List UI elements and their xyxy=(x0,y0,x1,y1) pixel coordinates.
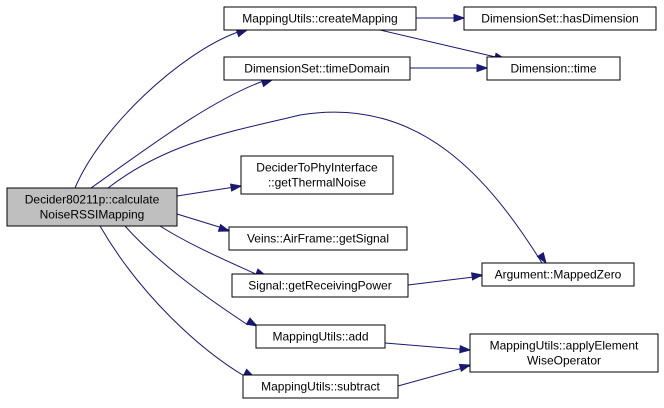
node-label: MappingUtils::add xyxy=(272,330,368,344)
node-label: Dimension::time xyxy=(510,62,596,76)
node-label: Argument::MappedZero xyxy=(495,268,622,282)
edge-create_mapping-to-has_dimension xyxy=(416,13,466,23)
node-box xyxy=(240,155,394,195)
arrowhead-icon xyxy=(245,317,259,327)
edge-line xyxy=(176,185,242,197)
arrowhead-icon xyxy=(459,344,472,354)
node-box xyxy=(228,226,408,251)
arrowhead-icon xyxy=(260,79,274,88)
edge-line xyxy=(159,225,259,276)
arrowhead-icon xyxy=(536,251,547,265)
node-box xyxy=(255,324,386,349)
edge-line xyxy=(107,111,543,264)
node-box xyxy=(231,273,409,298)
node-box xyxy=(242,374,399,399)
edge-line xyxy=(74,31,239,189)
node-box xyxy=(6,187,178,227)
edge-create_mapping-to-dim_time xyxy=(379,29,507,61)
node-mu-add[interactable]: MappingUtils::add xyxy=(255,324,386,349)
node-get-signal[interactable]: Veins::AirFrame::getSignal xyxy=(228,226,408,251)
node-box xyxy=(463,6,657,31)
node-box xyxy=(481,262,635,287)
edges-layer xyxy=(74,13,547,387)
edge-line xyxy=(407,275,483,286)
edge-root-to-thermal_noise xyxy=(176,183,243,197)
edge-line xyxy=(90,79,267,189)
node-label: WiseOperator xyxy=(527,354,601,368)
node-label: DimensionSet::hasDimension xyxy=(481,12,638,26)
node-thermal-noise[interactable]: DeciderToPhyInterface::getThermalNoise xyxy=(240,155,394,195)
edge-root-to-get_signal xyxy=(176,213,231,232)
node-create-mapping[interactable]: MappingUtils::createMapping xyxy=(223,6,417,31)
edge-root-to-mu_add xyxy=(124,225,259,327)
node-mapped-zero[interactable]: Argument::MappedZero xyxy=(481,262,635,287)
arrowhead-icon xyxy=(476,63,489,73)
edge-mu_add-to-apply_op xyxy=(384,342,472,354)
edge-time_domain-to-dim_time xyxy=(410,63,489,73)
edge-mu_subtract-to-apply_op xyxy=(397,363,472,387)
node-box xyxy=(223,56,411,81)
node-box xyxy=(223,6,417,31)
node-has-dimension[interactable]: DimensionSet::hasDimension xyxy=(463,6,657,31)
node-label: DeciderToPhyInterface xyxy=(256,161,378,175)
node-label: MappingUtils::applyElement xyxy=(490,339,639,353)
edge-line xyxy=(397,365,471,387)
node-receiving-power[interactable]: Signal::getReceivingPower xyxy=(231,273,409,298)
edge-line xyxy=(124,225,249,326)
node-box xyxy=(469,333,659,373)
node-box xyxy=(486,56,621,81)
edge-root-to-mapped_zero xyxy=(107,111,547,265)
arrowhead-icon xyxy=(471,272,484,281)
node-label: MappingUtils::createMapping xyxy=(242,12,397,26)
edge-root-to-create_mapping xyxy=(74,29,249,189)
arrowhead-icon xyxy=(229,183,243,192)
edge-line xyxy=(384,342,471,351)
node-mu-subtract[interactable]: MappingUtils::subtract xyxy=(242,374,399,399)
node-dim-time[interactable]: Dimension::time xyxy=(486,56,621,81)
node-label: Signal::getReceivingPower xyxy=(248,279,391,293)
nodes-layer: Decider80211p::calculateNoiseRSSIMapping… xyxy=(6,6,659,399)
node-label: MappingUtils::subtract xyxy=(261,380,380,394)
arrowhead-icon xyxy=(235,29,249,38)
edge-line xyxy=(379,29,501,59)
edge-line xyxy=(99,225,247,378)
edge-receiving_power-to-mapped_zero xyxy=(407,272,484,286)
node-label: Veins::AirFrame::getSignal xyxy=(247,232,389,246)
arrowhead-icon xyxy=(217,223,231,232)
node-label: NoiseRSSIMapping xyxy=(40,208,145,222)
arrowhead-icon xyxy=(458,363,472,372)
node-label: ::getThermalNoise xyxy=(268,176,366,190)
node-label: DimensionSet::timeDomain xyxy=(244,62,389,76)
arrowhead-icon xyxy=(453,13,466,23)
node-time-domain[interactable]: DimensionSet::timeDomain xyxy=(223,56,411,81)
node-label: Decider80211p::calculate xyxy=(25,193,160,207)
